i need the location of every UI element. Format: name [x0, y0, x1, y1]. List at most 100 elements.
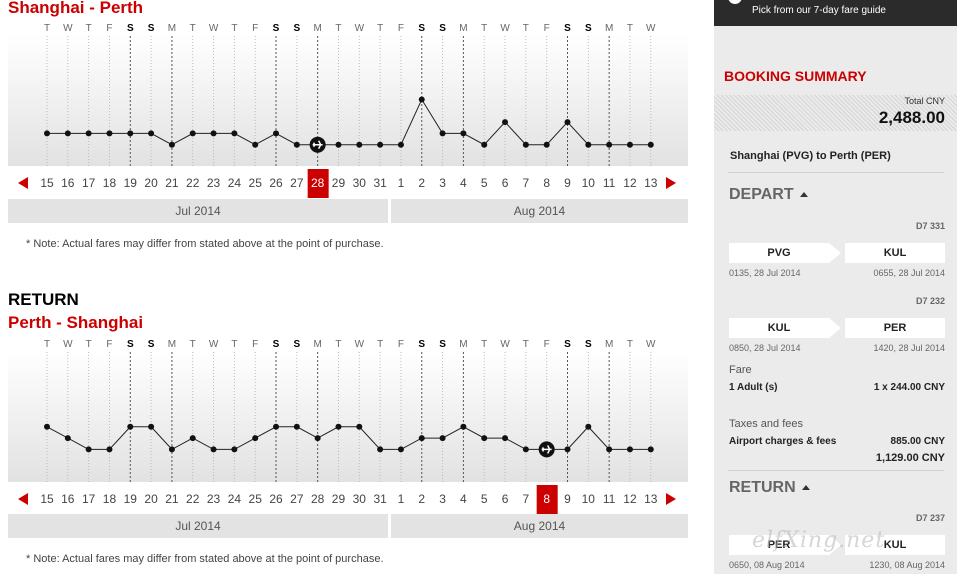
date-cell[interactable]: 18 [103, 176, 117, 190]
fare-point[interactable] [606, 141, 613, 148]
fare-point[interactable] [481, 141, 488, 148]
fare-point[interactable] [585, 141, 592, 148]
depart-toggle[interactable]: DEPART [729, 186, 808, 204]
date-cell[interactable]: 6 [502, 176, 509, 190]
fare-point[interactable] [522, 446, 529, 453]
fare-point[interactable] [335, 141, 342, 148]
fare-point[interactable] [210, 446, 217, 453]
date-cell[interactable]: 7 [523, 492, 530, 506]
date-cell[interactable]: 26 [269, 176, 283, 190]
date-cell[interactable]: 16 [61, 492, 75, 506]
date-cell[interactable]: 2 [418, 492, 425, 506]
date-cell[interactable]: 31 [373, 492, 387, 506]
date-cell[interactable]: 30 [353, 492, 367, 506]
fare-point[interactable] [168, 446, 175, 453]
date-cell[interactable]: 12 [623, 176, 637, 190]
next-arrow-icon[interactable] [666, 493, 676, 505]
date-cell[interactable]: 9 [564, 492, 571, 506]
prev-arrow-icon[interactable] [18, 493, 28, 505]
date-cell[interactable]: 5 [481, 176, 488, 190]
fare-point[interactable] [606, 446, 613, 453]
date-cell[interactable]: 27 [290, 176, 304, 190]
fare-point[interactable] [293, 141, 300, 148]
date-cell[interactable]: 29 [332, 492, 346, 506]
prev-arrow-icon[interactable] [18, 177, 28, 189]
fare-point[interactable] [231, 446, 238, 453]
fare-point[interactable] [335, 423, 342, 430]
date-cell[interactable]: 4 [460, 176, 467, 190]
date-cell[interactable]: 23 [207, 492, 221, 506]
fare-point[interactable] [148, 130, 155, 137]
fare-point[interactable] [252, 435, 259, 442]
date-cell[interactable]: 1 [398, 492, 405, 506]
fare-point[interactable] [44, 130, 50, 137]
fare-point[interactable] [481, 435, 488, 442]
date-cell[interactable]: 22 [186, 176, 200, 190]
date-cell[interactable]: 12 [623, 492, 637, 506]
fare-point[interactable] [564, 119, 571, 126]
fare-point[interactable] [397, 446, 404, 453]
fare-point[interactable] [647, 446, 654, 453]
fare-point[interactable] [647, 141, 654, 148]
date-cell[interactable]: 22 [186, 492, 200, 506]
date-cell[interactable]: 5 [481, 492, 488, 506]
date-cell[interactable]: 27 [290, 492, 304, 506]
fare-point[interactable] [502, 435, 509, 442]
date-cell[interactable]: 24 [228, 492, 242, 506]
fare-point[interactable] [44, 423, 50, 430]
fare-point[interactable] [585, 423, 592, 430]
fare-point[interactable] [502, 119, 509, 126]
fare-point[interactable] [626, 141, 633, 148]
selected-flight-icon[interactable] [538, 441, 555, 458]
fare-point[interactable] [127, 423, 134, 430]
fare-point[interactable] [85, 130, 92, 137]
date-cell[interactable]: 15 [40, 176, 54, 190]
fare-point[interactable] [127, 130, 134, 137]
date-cell[interactable]: 11 [603, 176, 616, 190]
date-cell[interactable]: 25 [249, 492, 263, 506]
date-cell[interactable]: 20 [144, 176, 158, 190]
fare-point[interactable] [189, 435, 196, 442]
date-cell[interactable]: 7 [523, 176, 530, 190]
date-cell[interactable]: 30 [353, 176, 367, 190]
date-cell[interactable]: 10 [582, 492, 596, 506]
date-cell[interactable]: 28 [311, 492, 325, 506]
fare-point[interactable] [273, 423, 280, 430]
fare-point[interactable] [418, 435, 425, 442]
next-arrow-icon[interactable] [666, 177, 676, 189]
date-cell[interactable]: 16 [61, 176, 75, 190]
fare-point[interactable] [168, 141, 175, 148]
fare-point[interactable] [397, 141, 404, 148]
fare-point[interactable] [418, 96, 425, 103]
fare-point[interactable] [439, 130, 446, 137]
date-cell[interactable]: 10 [582, 176, 596, 190]
date-cell[interactable]: 9 [564, 176, 571, 190]
date-cell[interactable]: 3 [439, 492, 446, 506]
selected-flight-icon[interactable] [309, 136, 326, 153]
fare-point[interactable] [460, 130, 467, 137]
date-cell[interactable]: 19 [124, 176, 138, 190]
fare-guide-bar[interactable]: Pick from our 7-day fare guide [714, 0, 957, 26]
fare-point[interactable] [85, 446, 92, 453]
date-cell[interactable]: 15 [40, 492, 54, 506]
date-cell[interactable]: 28 [311, 176, 325, 190]
date-cell[interactable]: 6 [502, 492, 509, 506]
date-cell[interactable]: 23 [207, 176, 221, 190]
date-cell[interactable]: 29 [332, 176, 346, 190]
date-cell[interactable]: 8 [543, 176, 550, 190]
date-cell[interactable]: 17 [82, 492, 96, 506]
fare-point[interactable] [626, 446, 633, 453]
fare-point[interactable] [356, 141, 363, 148]
date-cell[interactable]: 26 [269, 492, 283, 506]
fare-point[interactable] [543, 141, 550, 148]
fare-point[interactable] [356, 423, 363, 430]
fare-point[interactable] [148, 423, 155, 430]
fare-point[interactable] [106, 130, 113, 137]
date-cell[interactable]: 18 [103, 492, 117, 506]
fare-point[interactable] [106, 446, 113, 453]
date-cell[interactable]: 13 [644, 492, 658, 506]
date-cell[interactable]: 31 [373, 176, 387, 190]
fare-point[interactable] [460, 423, 467, 430]
date-cell[interactable]: 19 [124, 492, 138, 506]
date-cell[interactable]: 21 [165, 492, 179, 506]
